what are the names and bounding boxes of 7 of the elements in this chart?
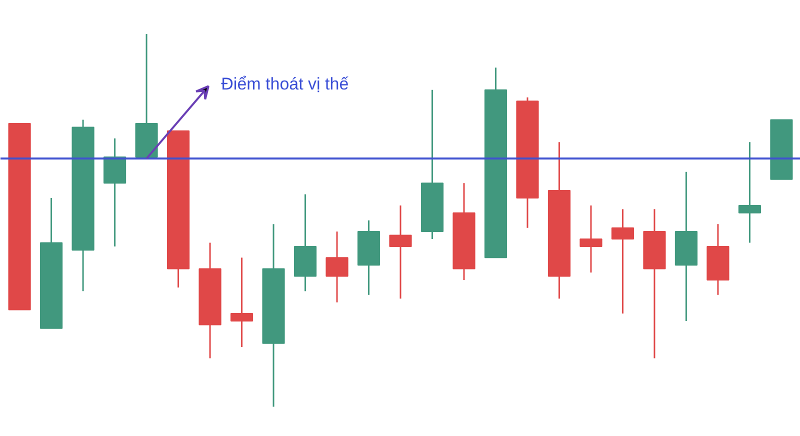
candlestick xyxy=(326,230,348,304)
candlestick xyxy=(611,208,634,314)
annotation: Điểm thoát vị thế xyxy=(221,74,350,94)
candlestick xyxy=(738,141,761,244)
candlestick xyxy=(580,204,602,274)
candlestick xyxy=(389,204,412,300)
candlestick xyxy=(230,256,254,348)
